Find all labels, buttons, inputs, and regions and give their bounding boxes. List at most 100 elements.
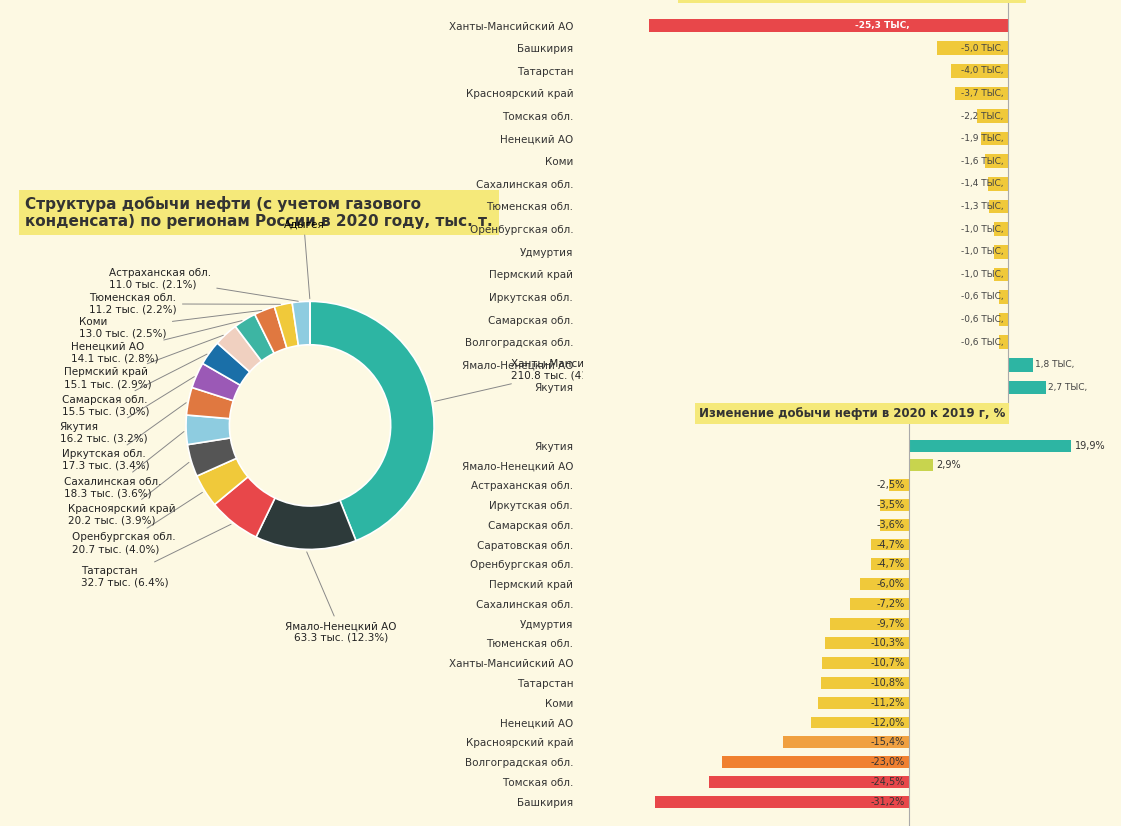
Text: -4,7%: -4,7% [877, 559, 905, 569]
Wedge shape [235, 315, 275, 361]
Wedge shape [311, 301, 434, 541]
Bar [1008, 381, 1046, 394]
Wedge shape [197, 458, 248, 505]
Bar [871, 539, 909, 550]
Bar [988, 177, 1008, 191]
Title: Изменение добычи нефти в 2020 к 2019 г, %: Изменение добычи нефти в 2020 к 2019 г, … [698, 407, 1006, 420]
Text: -24,5%: -24,5% [871, 777, 905, 787]
Bar [999, 290, 1008, 304]
Bar [880, 499, 909, 510]
Text: -7,2%: -7,2% [877, 599, 905, 609]
Text: -10,7%: -10,7% [871, 658, 905, 668]
Text: Татарстан
32.7 тыс. (6.4%): Татарстан 32.7 тыс. (6.4%) [81, 525, 231, 587]
Text: Тюменская обл.
11.2 тыс. (2.2%): Тюменская обл. 11.2 тыс. (2.2%) [90, 293, 280, 315]
Wedge shape [256, 498, 356, 549]
Bar [993, 222, 1008, 236]
Wedge shape [192, 363, 240, 401]
Text: -1,0 ТЫС,: -1,0 ТЫС, [961, 270, 1003, 279]
Bar [999, 335, 1008, 349]
Text: -1,6 ТЫС,: -1,6 ТЫС, [961, 157, 1003, 166]
Text: -1,4 ТЫС,: -1,4 ТЫС, [961, 179, 1003, 188]
Text: -31,2%: -31,2% [871, 796, 905, 807]
Text: 2,7 ТЫС,: 2,7 ТЫС, [1048, 383, 1087, 392]
Text: -6,0%: -6,0% [877, 579, 905, 589]
Bar [649, 19, 1008, 32]
Text: Адыгея: Адыгея [284, 220, 324, 299]
Bar [990, 200, 1008, 213]
Bar [1008, 358, 1034, 372]
Text: 1,8 ТЫС,: 1,8 ТЫС, [1036, 360, 1075, 369]
Bar [955, 87, 1008, 100]
Text: Иркутская обл.
17.3 тыс. (3.4%): Иркутская обл. 17.3 тыс. (3.4%) [62, 403, 186, 471]
Text: -11,2%: -11,2% [871, 698, 905, 708]
Text: -25,3 ТЫС,: -25,3 ТЫС, [855, 21, 909, 30]
Text: Сахалинская обл.
18.3 тыс. (3.6%): Сахалинская обл. 18.3 тыс. (3.6%) [65, 431, 184, 498]
Text: -4,7%: -4,7% [877, 539, 905, 549]
Text: -12,0%: -12,0% [871, 718, 905, 728]
Text: Красноярский край
20.2 тыс. (3.9%): Красноярский край 20.2 тыс. (3.9%) [68, 463, 189, 525]
Text: Ямало-Ненецкий АО
63.3 тыс. (12.3%): Ямало-Ненецкий АО 63.3 тыс. (12.3%) [286, 552, 397, 643]
Bar [871, 558, 909, 570]
Bar [993, 245, 1008, 259]
Bar [860, 578, 909, 590]
Text: -23,0%: -23,0% [871, 757, 905, 767]
Wedge shape [186, 415, 231, 444]
Wedge shape [186, 387, 233, 419]
Text: Структура добычи нефти (с учетом газового
конденсата) по регионам России в 2020 : Структура добычи нефти (с учетом газовог… [25, 196, 492, 230]
Wedge shape [203, 343, 250, 385]
Bar [830, 618, 909, 629]
Bar [812, 717, 909, 729]
Bar [951, 64, 1008, 78]
Bar [710, 776, 909, 788]
Bar [880, 519, 909, 530]
Bar [817, 697, 909, 709]
Text: -3,5%: -3,5% [877, 500, 905, 510]
Bar [981, 132, 1008, 145]
Wedge shape [214, 477, 275, 537]
Wedge shape [217, 326, 261, 372]
Text: -9,7%: -9,7% [877, 619, 905, 629]
Text: -1,3 ТЫС,: -1,3 ТЫС, [961, 202, 1003, 211]
Text: -5,0 ТЫС,: -5,0 ТЫС, [961, 44, 1003, 53]
Bar [722, 756, 909, 768]
Bar [909, 459, 933, 472]
Text: -2,5%: -2,5% [877, 480, 905, 490]
Bar [822, 657, 909, 669]
Bar [821, 677, 909, 689]
Bar [909, 439, 1072, 452]
Bar [655, 795, 909, 808]
Bar [889, 479, 909, 491]
Bar [999, 313, 1008, 326]
Wedge shape [187, 438, 237, 476]
Bar [784, 737, 909, 748]
Text: -15,4%: -15,4% [871, 738, 905, 748]
Text: -0,6 ТЫС,: -0,6 ТЫС, [961, 315, 1003, 324]
Text: Оренбургская обл.
20.7 тыс. (4.0%): Оренбургская обл. 20.7 тыс. (4.0%) [72, 492, 203, 554]
Text: Самарская обл.
15.5 тыс. (3.0%): Самарская обл. 15.5 тыс. (3.0%) [62, 354, 207, 416]
Bar [937, 41, 1008, 55]
Text: -10,8%: -10,8% [871, 678, 905, 688]
Text: Ханты-Мансийский АО
210.8 тыс. (41.1%): Ханты-Мансийский АО 210.8 тыс. (41.1%) [435, 358, 636, 401]
Text: Пермский край
15.1 тыс. (2.9%): Пермский край 15.1 тыс. (2.9%) [65, 335, 223, 389]
Wedge shape [254, 306, 287, 354]
Bar [985, 154, 1008, 168]
Text: -1,9 ТЫС,: -1,9 ТЫС, [961, 134, 1003, 143]
Bar [825, 638, 909, 649]
Text: -3,7 ТЫС,: -3,7 ТЫС, [961, 89, 1003, 98]
Text: -1,0 ТЫС,: -1,0 ТЫС, [961, 247, 1003, 256]
Wedge shape [275, 302, 298, 349]
Bar [993, 268, 1008, 281]
Text: 19,9%: 19,9% [1075, 440, 1106, 451]
Bar [976, 109, 1008, 123]
Text: -1,0 ТЫС,: -1,0 ТЫС, [961, 225, 1003, 234]
Wedge shape [293, 301, 311, 345]
Text: -4,0 ТЫС,: -4,0 ТЫС, [961, 66, 1003, 75]
Text: -3,6%: -3,6% [877, 520, 905, 529]
Bar [851, 598, 909, 610]
Text: -0,6 ТЫС,: -0,6 ТЫС, [961, 338, 1003, 347]
Text: -0,6 ТЫС,: -0,6 ТЫС, [961, 292, 1003, 301]
Text: Якутия
16.2 тыс. (3.2%): Якутия 16.2 тыс. (3.2%) [59, 377, 194, 444]
Text: -10,3%: -10,3% [871, 638, 905, 648]
Text: Коми
13.0 тыс. (2.5%): Коми 13.0 тыс. (2.5%) [80, 311, 261, 338]
Text: Астраханская обл.
11.0 тыс. (2.1%): Астраханская обл. 11.0 тыс. (2.1%) [109, 268, 298, 301]
